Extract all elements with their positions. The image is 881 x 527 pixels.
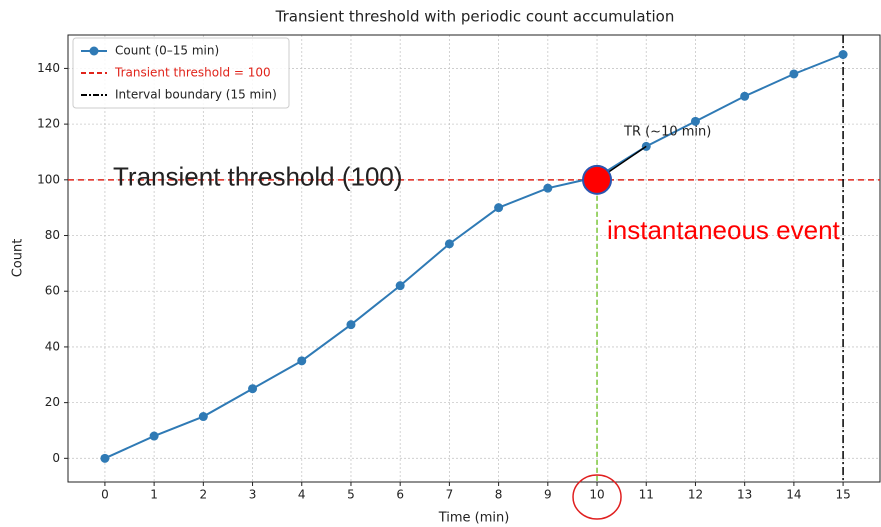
y-axis-label: Count [11, 239, 26, 278]
legend-box [72, 37, 290, 109]
x-tick-label: 9 [544, 488, 552, 502]
threshold-annotation: Transient threshold (100) [113, 162, 403, 192]
series-point [346, 320, 356, 330]
series-point [444, 239, 454, 249]
series-point [248, 384, 258, 394]
x-tick-label: 3 [249, 488, 257, 502]
y-tick-label: 120 [37, 117, 60, 131]
x-tick-label: 13 [737, 488, 752, 502]
series-point [789, 69, 799, 79]
y-tick-label: 80 [45, 228, 60, 242]
series-point [838, 49, 848, 59]
series-point [543, 183, 553, 193]
x-tick-label: 0 [101, 488, 109, 502]
x-tick-label: 8 [495, 488, 503, 502]
series-point [690, 116, 700, 126]
x-axis-label: Time (min) [438, 511, 510, 526]
series-point [297, 356, 307, 366]
tick-highlight [572, 474, 622, 520]
series-point [100, 453, 110, 463]
legend-swatch-dot [89, 46, 99, 56]
x-tick-label: 6 [396, 488, 404, 502]
x-tick-label: 4 [298, 488, 306, 502]
x-tick-label: 1 [150, 488, 158, 502]
y-tick-label: 20 [45, 395, 60, 409]
legend-label: Interval boundary (15 min) [115, 88, 277, 102]
x-tick-label: 5 [347, 488, 355, 502]
x-tick-label: 12 [688, 488, 703, 502]
series-point [494, 203, 504, 213]
y-tick-label: 0 [52, 451, 60, 465]
series-point [395, 281, 405, 291]
y-tick-label: 140 [37, 61, 60, 75]
tr-annotation: TR (~10 min) [623, 125, 711, 140]
x-tick-label: 11 [639, 488, 654, 502]
chart-title: Transient threshold with periodic count … [275, 8, 675, 26]
event-annotation: instantaneous event [607, 215, 841, 245]
plot-frame [67, 34, 881, 483]
legend-label: Transient threshold = 100 [114, 66, 271, 80]
event-marker [582, 164, 613, 195]
y-tick-label: 40 [45, 339, 60, 353]
x-tick-label: 10 [589, 488, 604, 502]
y-tick-label: 100 [37, 172, 60, 186]
y-tick-label: 60 [45, 284, 60, 298]
series-point [740, 91, 750, 101]
x-tick-label: 14 [786, 488, 801, 502]
x-tick-label: 15 [835, 488, 850, 502]
series-line [104, 53, 844, 460]
legend-label: Count (0–15 min) [115, 44, 219, 58]
x-tick-label: 7 [446, 488, 454, 502]
series-point [149, 431, 159, 441]
series-point [198, 412, 208, 422]
x-tick-label: 2 [200, 488, 208, 502]
